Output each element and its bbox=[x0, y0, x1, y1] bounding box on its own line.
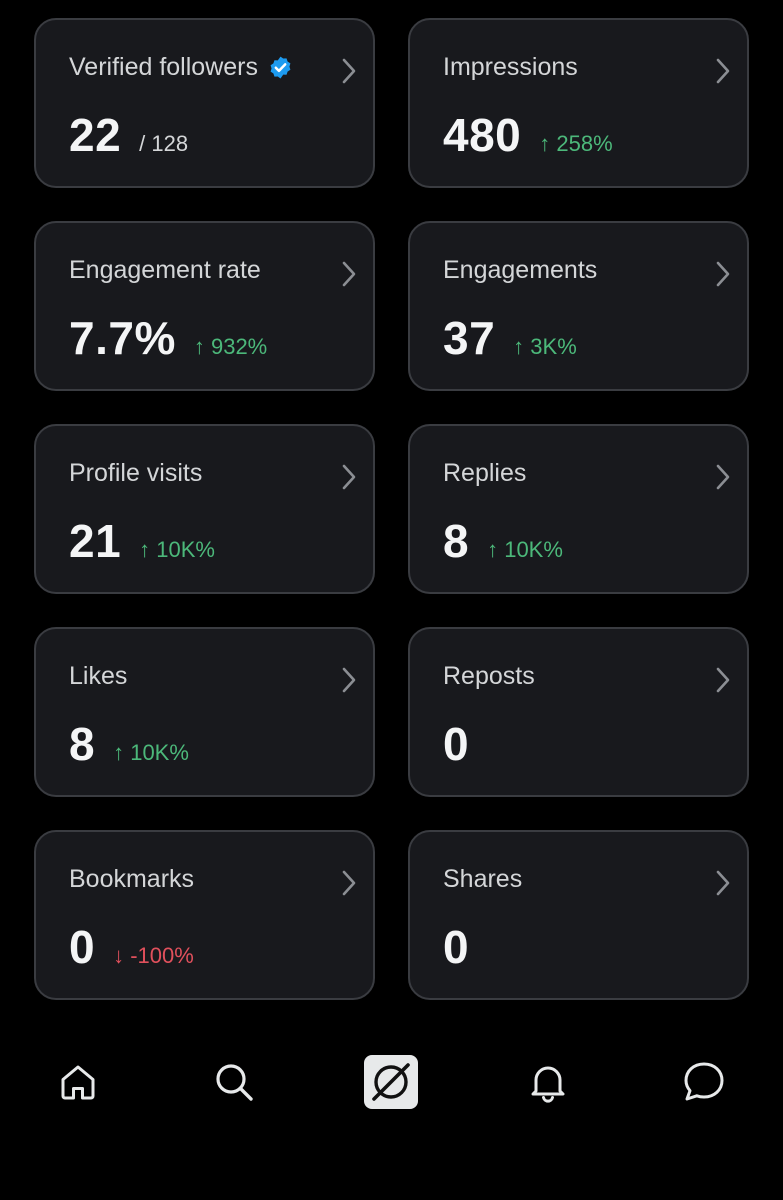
card-title: Reposts bbox=[443, 662, 535, 690]
card-engagements[interactable]: Engagements 37 ↑ 3K% bbox=[408, 221, 749, 391]
metric-value: 480 bbox=[443, 109, 522, 161]
metric-row: 8 ↑ 10K% bbox=[69, 717, 189, 771]
metric-delta: ↑ 10K% bbox=[139, 537, 215, 562]
card-engagement-rate[interactable]: Engagement rate 7.7% ↑ 932% bbox=[34, 221, 375, 391]
metric-value: 8 bbox=[69, 718, 96, 770]
metric-value: 21 bbox=[69, 515, 122, 567]
card-profile-visits[interactable]: Profile visits 21 ↑ 10K% bbox=[34, 424, 375, 594]
card-replies[interactable]: Replies 8 ↑ 10K% bbox=[408, 424, 749, 594]
metric-row: 7.7% ↑ 932% bbox=[69, 311, 267, 365]
metric-delta: ↑ 10K% bbox=[113, 740, 189, 765]
metric-total: / 128 bbox=[139, 131, 189, 156]
chevron-right-icon bbox=[716, 464, 730, 490]
metric-row: 0 bbox=[443, 920, 469, 974]
card-title: Profile visits bbox=[69, 459, 203, 487]
metric-delta: ↑ 932% bbox=[193, 334, 268, 359]
metric-value: 37 bbox=[443, 312, 496, 364]
metric-delta: ↑ 10K% bbox=[487, 537, 563, 562]
nav-grok[interactable] bbox=[361, 1052, 421, 1112]
card-shares[interactable]: Shares 0 bbox=[408, 830, 749, 1000]
nav-search[interactable] bbox=[204, 1052, 264, 1112]
notifications-icon bbox=[531, 1066, 565, 1103]
card-title: Verified followers bbox=[69, 53, 293, 82]
card-verified-followers[interactable]: Verified followers 22 / 128 bbox=[34, 18, 375, 188]
metric-row: 37 ↑ 3K% bbox=[443, 311, 577, 365]
card-title: Replies bbox=[443, 459, 527, 487]
chevron-right-icon bbox=[342, 58, 356, 84]
card-title: Engagements bbox=[443, 256, 598, 284]
nav-messages[interactable] bbox=[674, 1052, 734, 1112]
card-title: Engagement rate bbox=[69, 256, 261, 284]
metric-row: 480 ↑ 258% bbox=[443, 108, 613, 162]
metric-value: 0 bbox=[443, 921, 470, 973]
metric-row: 8 ↑ 10K% bbox=[443, 514, 563, 568]
metric-row: 0 bbox=[443, 717, 469, 771]
verified-badge-icon bbox=[270, 56, 291, 79]
metric-delta: ↑ 258% bbox=[539, 131, 613, 156]
home-icon bbox=[61, 1065, 95, 1100]
card-title: Bookmarks bbox=[69, 865, 195, 893]
chevron-right-icon bbox=[342, 261, 356, 287]
chevron-right-icon bbox=[342, 464, 356, 490]
analytics-grid: Verified followers 22 / 128 Impressions … bbox=[34, 18, 749, 1000]
bottom-nav bbox=[0, 1040, 783, 1130]
card-reposts[interactable]: Reposts 0 bbox=[408, 627, 749, 797]
metric-value: 8 bbox=[443, 515, 470, 567]
chevron-right-icon bbox=[716, 58, 730, 84]
metric-delta: ↓ -100% bbox=[113, 943, 194, 968]
card-title: Likes bbox=[69, 662, 128, 690]
metric-value: 0 bbox=[69, 921, 96, 973]
chevron-right-icon bbox=[716, 261, 730, 287]
card-likes[interactable]: Likes 8 ↑ 10K% bbox=[34, 627, 375, 797]
metric-row: 0 ↓ -100% bbox=[69, 920, 194, 974]
grok-icon bbox=[364, 1055, 418, 1109]
metric-value: 7.7% bbox=[69, 312, 176, 364]
chevron-right-icon bbox=[342, 667, 356, 693]
card-bookmarks[interactable]: Bookmarks 0 ↓ -100% bbox=[34, 830, 375, 1000]
card-impressions[interactable]: Impressions 480 ↑ 258% bbox=[408, 18, 749, 188]
metric-row: 21 ↑ 10K% bbox=[69, 514, 215, 568]
chevron-right-icon bbox=[716, 667, 730, 693]
chevron-right-icon bbox=[716, 870, 730, 896]
metric-row: 22 / 128 bbox=[69, 108, 188, 162]
card-title-text: Verified followers bbox=[69, 53, 258, 81]
chevron-right-icon bbox=[342, 870, 356, 896]
search-icon bbox=[216, 1064, 253, 1101]
card-title: Impressions bbox=[443, 53, 578, 81]
nav-home[interactable] bbox=[48, 1052, 108, 1112]
metric-delta: ↑ 3K% bbox=[513, 334, 577, 359]
nav-notifications[interactable] bbox=[518, 1052, 578, 1112]
card-title: Shares bbox=[443, 865, 523, 893]
messages-icon bbox=[684, 1062, 724, 1101]
metric-value: 22 bbox=[69, 109, 122, 161]
metric-value: 0 bbox=[443, 718, 470, 770]
